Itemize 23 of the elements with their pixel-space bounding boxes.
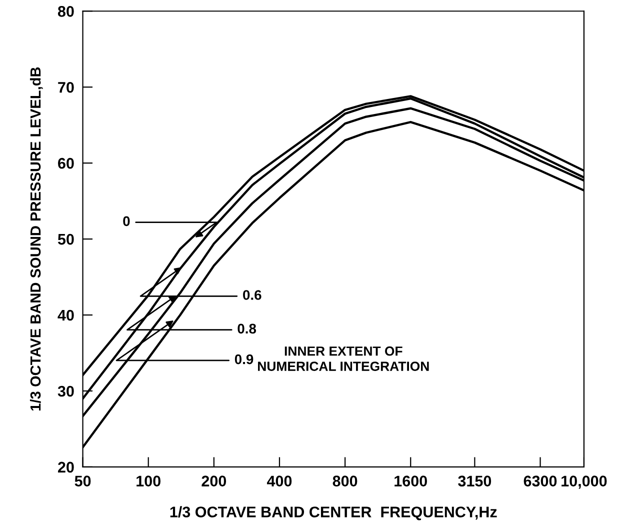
annotation: 0.8 [238,324,256,334]
x-tick-label: 6300 [524,476,557,487]
y-tick-label: 70 [58,82,74,93]
y-axis-title: 1/3 OCTAVE BAND SOUND PRESSURE LEVEL,dB [30,67,43,410]
y-tick-label: 60 [58,158,74,169]
x-axis-title: 1/3 OCTAVE BAND CENTER FREQUENCY,Hz [170,506,497,520]
x-tick-label: 10,000 [562,476,607,489]
y-tick-label: 40 [58,310,74,321]
annotation: 0.6 [243,290,262,300]
x-tick-label: 200 [202,476,226,486]
y-tick-label: 50 [58,234,74,245]
x-tick-label: 800 [332,476,358,486]
x-tick-label: 1600 [394,476,427,486]
x-tick-label: 50 [74,476,91,486]
y-tick-label: 20 [58,462,74,473]
annotation: 0 [123,216,130,226]
x-tick-label: 400 [266,476,292,486]
annotation: 0.9 [234,354,254,364]
x-tick-label: 3150 [458,476,492,487]
y-tick-label: 30 [58,386,74,397]
annotation: INNER EXTENT OF NUMERICAL INTEGRATION [258,346,429,371]
x-tick-label: 100 [136,476,160,486]
y-tick-label: 80 [58,6,74,17]
